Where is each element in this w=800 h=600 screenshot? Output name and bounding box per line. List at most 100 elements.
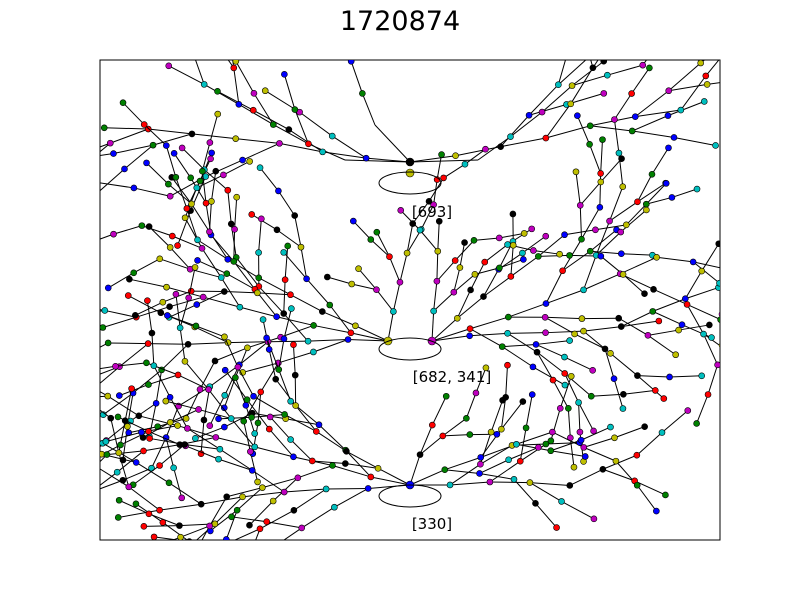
tree-edge (246, 399, 270, 430)
tree-edge (262, 319, 270, 350)
tree-edge (703, 333, 719, 366)
tree-node (211, 357, 219, 365)
tree-edge (235, 61, 255, 94)
tree-edge (590, 250, 622, 255)
tree-edge (668, 62, 702, 92)
tree-edge (541, 85, 573, 113)
tree-label-1: [682, 341] (413, 368, 492, 386)
tree-node (32, 169, 38, 175)
tree-edge (316, 431, 347, 452)
tree-node (287, 291, 294, 299)
tree-node (287, 397, 294, 405)
tree-node (54, 389, 60, 395)
tree-node (143, 359, 150, 367)
tree-edge (32, 388, 43, 417)
tree-edge (412, 201, 430, 224)
tree-edge (253, 93, 274, 125)
tree-edge (209, 496, 228, 527)
tree-edge (771, 39, 800, 41)
tree-node (606, 217, 613, 225)
tree-edge (165, 437, 175, 468)
tree-node (110, 230, 117, 238)
tree-edge (437, 221, 440, 252)
tree-edge (700, 60, 706, 64)
tree-node (612, 457, 620, 465)
tree-edge (165, 400, 199, 410)
tree-edge (667, 101, 705, 117)
tree-edge (234, 197, 238, 230)
tree-node (520, 256, 527, 263)
tree-node (519, 398, 527, 405)
tree-edge (571, 60, 605, 87)
tree-node (104, 339, 112, 347)
tree-node (223, 536, 230, 540)
tree-edge (499, 258, 524, 269)
tree-edge (399, 252, 408, 283)
tree-edge (634, 480, 666, 496)
tree-edge (100, 409, 112, 419)
tree-edge (46, 314, 75, 317)
tree-node (233, 193, 240, 201)
tree-edge (19, 417, 32, 445)
tree-node (754, 6, 760, 12)
tree-node (82, 368, 88, 374)
tree-edge (433, 291, 455, 312)
tree-edge (44, 359, 75, 378)
tree-node (542, 134, 550, 142)
tree-edge (205, 159, 243, 178)
tree-edge (559, 376, 572, 409)
tree-node (284, 242, 292, 250)
tree-edge (26, 475, 49, 500)
tree-node (135, 412, 143, 420)
tree-node (248, 467, 256, 474)
tree-edge (550, 450, 586, 457)
tree-node (250, 90, 258, 97)
tree-edge (268, 340, 309, 343)
tree-node (276, 140, 283, 147)
tree-edge (295, 405, 317, 432)
tree-edge (0, 380, 10, 383)
tree-node (344, 336, 352, 343)
tree-edge (234, 562, 247, 595)
tree-edge (198, 408, 232, 420)
tree-node (265, 346, 273, 353)
tree-edge (436, 154, 443, 180)
tree-node (566, 337, 573, 344)
tree-edge (619, 256, 657, 275)
tree-node (434, 247, 442, 255)
tree-node (576, 202, 584, 209)
tree-edge (283, 252, 307, 280)
tree-edge (419, 229, 439, 252)
tree-edge (561, 500, 595, 520)
tree-edge (143, 444, 180, 452)
tree-node (79, 164, 85, 170)
tree-edge (167, 315, 197, 327)
tree-edge (200, 419, 205, 454)
tree-node (781, 305, 787, 311)
tree-node (214, 88, 221, 95)
tree-node (547, 437, 555, 445)
tree-edge (128, 295, 162, 314)
tree-edge (433, 179, 438, 205)
tree-edge (49, 449, 70, 476)
tree-node (267, 547, 273, 553)
tree-edge (116, 450, 144, 473)
tree-node (698, 267, 706, 275)
tree-node (561, 353, 568, 361)
tree-edge (352, 220, 372, 240)
tree-edge (692, 261, 720, 284)
tree-node (192, 435, 199, 442)
tree-edge (306, 278, 331, 306)
tree-node (567, 100, 575, 108)
tree-node (559, 267, 566, 275)
tree-edge (169, 247, 191, 270)
tree-edge (57, 350, 79, 373)
tree-node (439, 432, 447, 440)
tree-node (196, 177, 204, 185)
tree-edge (148, 128, 193, 135)
tree-edge (510, 111, 543, 138)
tree-node (157, 309, 165, 317)
tree-node (287, 436, 294, 443)
tree-edge (100, 479, 124, 490)
tree-edge (4, 487, 19, 516)
